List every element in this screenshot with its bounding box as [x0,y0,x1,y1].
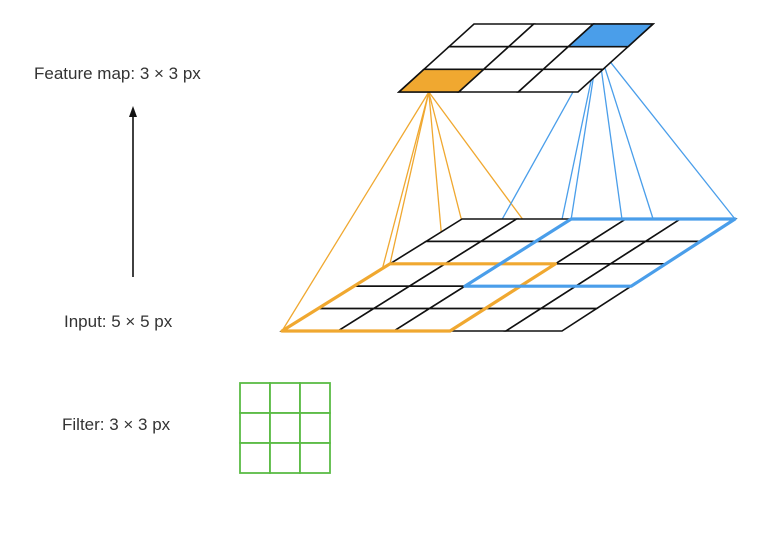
feature-map-label: Feature map: 3 × 3 px [34,64,201,83]
filter-cell [239,382,271,414]
feature-cell-highlight-blue [566,23,656,48]
filter-cell [269,442,301,474]
filter-label: Filter: 3 × 3 px [62,415,171,434]
connection-line-blue [597,46,736,220]
filter-cell [239,412,271,444]
up-arrow-icon [129,106,137,277]
input-highlight-windows [280,217,737,333]
filter-cell [269,412,301,444]
input-label: Input: 5 × 5 px [64,312,173,331]
input-window-blue [463,217,737,288]
connection-line-blue [597,46,654,220]
input-grid [279,218,738,332]
feature-cell-highlight-orange [396,68,486,93]
input-cell [503,307,600,332]
receptive-field-lines [281,46,736,332]
feature-cell [516,68,606,93]
filter-cell [299,442,331,474]
filter-cell [299,412,331,444]
feature-map-grid [396,23,656,93]
filter-cell [269,382,301,414]
filter-cell [299,382,331,414]
filter-grid [239,382,331,474]
filter-cell [239,442,271,474]
connection-line-orange [281,91,430,332]
connection-line-orange [389,91,430,264]
